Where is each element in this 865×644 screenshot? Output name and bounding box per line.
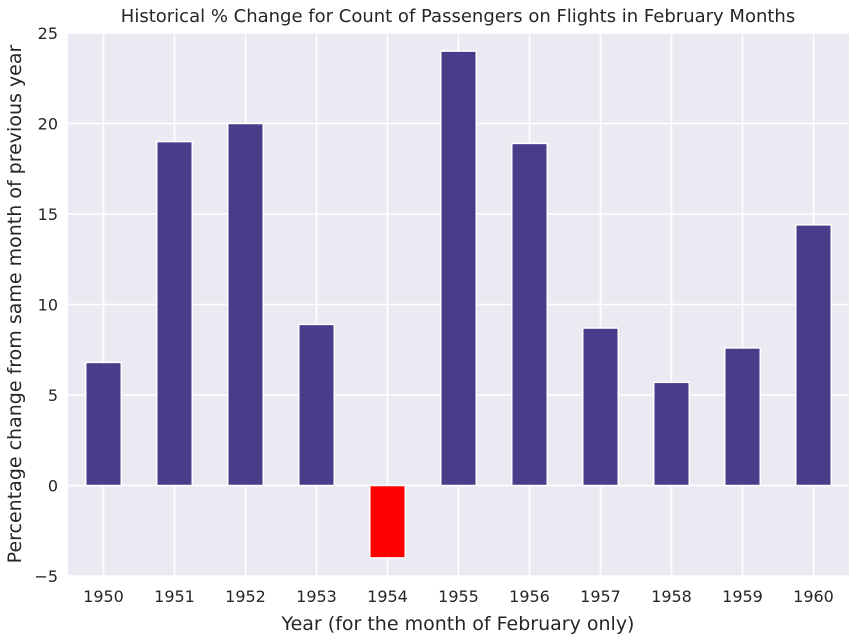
y-tick-label: 20	[38, 115, 58, 134]
bar-1956	[511, 142, 548, 487]
y-tick-label: 25	[38, 24, 58, 43]
x-tick-label: 1954	[367, 587, 408, 606]
x-tick-label: 1960	[793, 587, 834, 606]
bar-1950	[85, 361, 122, 487]
bars	[85, 50, 832, 559]
y-axis-label: Percentage change from same month of pre…	[4, 44, 26, 563]
y-tick-label: 0	[48, 477, 58, 496]
bar-1953	[298, 323, 335, 487]
x-tick-label: 1953	[296, 587, 337, 606]
bar-1960	[795, 224, 832, 487]
x-tick-label: 1956	[509, 587, 550, 606]
bar-1958	[653, 381, 690, 487]
x-tick-label: 1959	[722, 587, 763, 606]
x-tick-label: 1958	[651, 587, 692, 606]
bar-1951	[156, 140, 193, 487]
y-tick-label: 15	[38, 205, 58, 224]
bar-1955	[440, 50, 477, 487]
y-tick-label: 10	[38, 296, 58, 315]
y-tick-label: 5	[48, 386, 58, 405]
x-tick-label: 1951	[154, 587, 195, 606]
bar-1952	[227, 122, 264, 487]
bar-1954	[369, 484, 406, 559]
y-tick-label: −5	[34, 567, 58, 586]
x-axis-label: Year (for the month of February only)	[281, 613, 635, 635]
x-tick-label: 1955	[438, 587, 479, 606]
bar-1957	[582, 327, 619, 487]
tick-labels: 1950 1951 1952 1953 1954 1955 1956 1957 1958 1959…	[34, 24, 833, 606]
x-tick-label: 1957	[580, 587, 621, 606]
chart-title: Historical % Change for Count of Passeng…	[121, 6, 795, 27]
x-tick-label: 1952	[225, 587, 266, 606]
x-tick-label: 1950	[83, 587, 124, 606]
bar-1959	[724, 347, 761, 487]
